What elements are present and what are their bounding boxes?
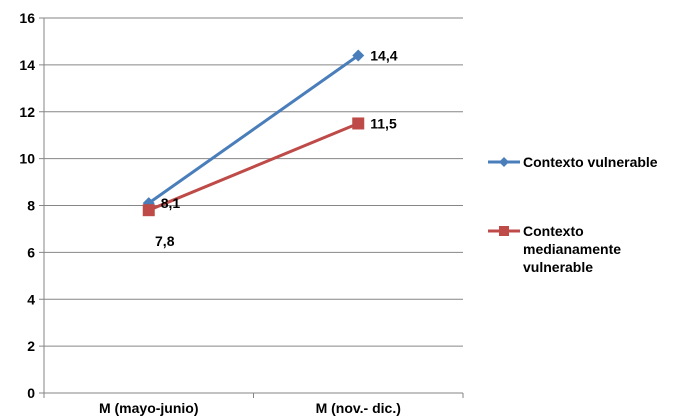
data-label: 7,8 xyxy=(155,233,175,249)
data-label: 11,5 xyxy=(370,115,397,131)
y-tick-label: 14 xyxy=(19,57,35,73)
legend-item: Contexto vulnerable xyxy=(488,154,658,170)
legend-label: medianamente xyxy=(523,241,621,257)
legend-item: Contexto medianamente vulnerable xyxy=(488,223,621,275)
legend-label: Contexto vulnerable xyxy=(523,154,658,170)
data-point xyxy=(352,117,365,130)
legend-label: vulnerable xyxy=(523,259,593,275)
y-tick-label: 6 xyxy=(27,244,35,260)
y-tick-label: 10 xyxy=(19,151,35,167)
gridlines xyxy=(44,17,463,394)
axes: 0 2 4 6 8 10 12 14 16 M (mayo-junio) M (nov.- dic.… xyxy=(19,10,464,416)
y-tick-label: 8 xyxy=(27,198,35,214)
y-tick-label: 4 xyxy=(27,291,35,307)
data-labels: 8,1 14,4 7,8 11,5 xyxy=(155,48,398,250)
x-tick-label: M (mayo-junio) xyxy=(99,400,199,416)
y-tick-label: 16 xyxy=(19,10,35,26)
data-label: 8,1 xyxy=(161,195,181,211)
data-point xyxy=(142,204,155,217)
x-tick-label: M (nov.- dic.) xyxy=(316,400,401,416)
series-line xyxy=(147,54,360,205)
legend-label: Contexto xyxy=(523,223,584,239)
legend-marker xyxy=(499,157,509,167)
series-line xyxy=(148,122,359,212)
legend-marker xyxy=(499,226,509,236)
y-tick-label: 0 xyxy=(27,385,35,401)
legend: Contexto vulnerable Contexto medianamente v… xyxy=(488,154,658,275)
series-group xyxy=(142,49,365,217)
y-tick-label: 2 xyxy=(27,338,35,354)
y-tick-label: 12 xyxy=(19,104,35,120)
data-point xyxy=(352,49,365,62)
data-label: 14,4 xyxy=(370,48,397,64)
